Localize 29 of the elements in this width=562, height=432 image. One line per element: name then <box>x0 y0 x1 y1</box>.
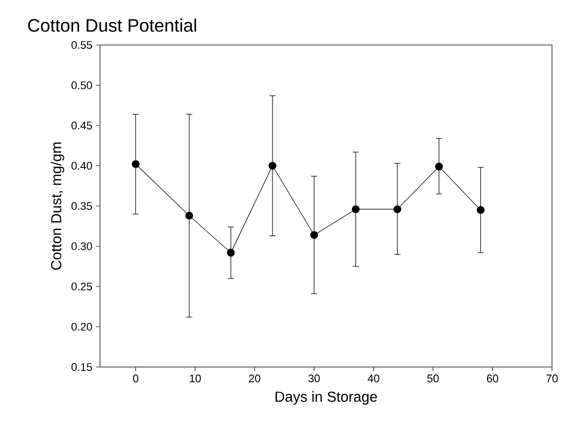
x-tick-label: 30 <box>308 374 320 382</box>
point <box>226 248 235 257</box>
x-tick-label: 10 <box>190 374 201 382</box>
y-tick-label: 0.40 <box>71 162 92 170</box>
y-tick-label: 0.50 <box>71 81 92 90</box>
point <box>185 212 194 220</box>
x-axis-title: Days in Storage <box>276 391 377 405</box>
x-tick-label: 40 <box>368 374 380 382</box>
chart-title: Cotton Dust Potential <box>28 18 196 32</box>
y-tick-label: 0.35 <box>71 202 92 210</box>
x-tick-label: 0 <box>133 374 138 382</box>
point <box>435 162 443 170</box>
point <box>393 205 402 214</box>
x-tick-label: 70 <box>546 374 558 382</box>
point <box>310 231 318 239</box>
y-tick-label: 0.30 <box>71 242 92 250</box>
y-tick-label: 0.55 <box>71 41 92 49</box>
point <box>268 162 276 170</box>
x-tick-label: 50 <box>427 374 439 382</box>
y-axis-title: Cotton Dust, mg/gm <box>50 142 64 270</box>
y-tick-label: 0.15 <box>71 363 92 371</box>
x-tick-label: 60 <box>486 374 498 382</box>
point <box>132 160 140 168</box>
x-tick-label: 20 <box>249 374 260 382</box>
point <box>352 205 360 214</box>
y-tick-label: 0.25 <box>71 282 92 290</box>
y-tick-label: 0.20 <box>71 322 92 331</box>
point <box>476 206 485 214</box>
y-tick-label: 0.45 <box>71 122 92 130</box>
